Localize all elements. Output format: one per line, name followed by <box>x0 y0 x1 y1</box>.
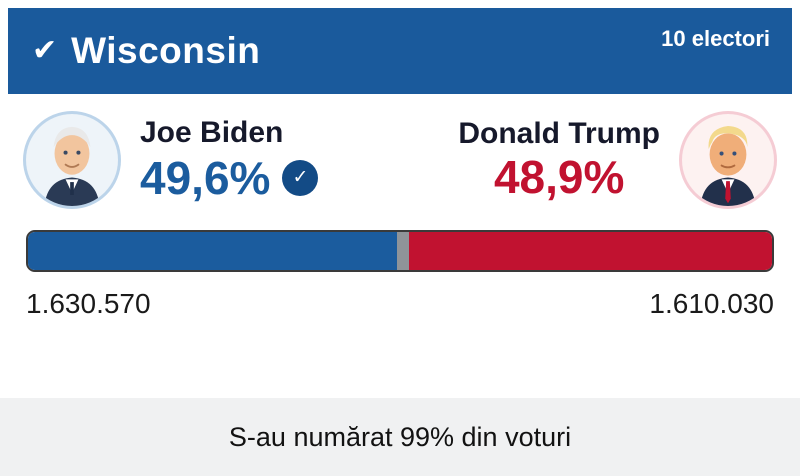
trump-info: Donald Trump 48,9% <box>458 117 660 204</box>
biden-avatar <box>26 114 118 206</box>
state-title: Wisconsin <box>71 30 261 71</box>
trump-percent: 48,9% <box>493 150 625 203</box>
vote-counts-row: 1.630.570 1.610.030 <box>26 288 774 320</box>
biden-percent-row: 49,6% ✓ <box>140 151 319 205</box>
trump-vote-count: 1.610.030 <box>649 288 774 319</box>
counted-status-text: S-au numărat 99% din voturi <box>228 421 572 452</box>
biden-info: Joe Biden 49,6% ✓ <box>140 115 319 205</box>
results-body: Joe Biden 49,6% ✓ Donald Trump 48,9% <box>0 94 800 398</box>
bar-segment-biden <box>28 232 397 270</box>
candidate-biden: Joe Biden 49,6% ✓ <box>26 114 319 206</box>
counted-status-footer: S-au numărat 99% din voturi <box>0 398 800 476</box>
vote-share-bar <box>26 230 774 272</box>
winner-check-badge: ✓ <box>282 159 319 196</box>
biden-name: Joe Biden <box>140 115 284 149</box>
candidate-trump: Donald Trump 48,9% <box>458 114 774 206</box>
state-called-check-icon: ✔ <box>32 34 58 67</box>
bar-segment-trump <box>408 232 772 270</box>
electors-label: 10 electori <box>661 26 770 51</box>
trump-name: Donald Trump <box>458 116 660 150</box>
candidates-row: Joe Biden 49,6% ✓ Donald Trump 48,9% <box>26 114 774 206</box>
state-header: ✔ Wisconsin 10 electori <box>8 8 792 94</box>
biden-percent: 49,6% <box>140 151 271 204</box>
biden-vote-count: 1.630.570 <box>26 288 151 319</box>
state-header-left: ✔ Wisconsin <box>32 30 260 72</box>
trump-avatar <box>682 114 774 206</box>
bar-segment-gap <box>396 232 409 270</box>
